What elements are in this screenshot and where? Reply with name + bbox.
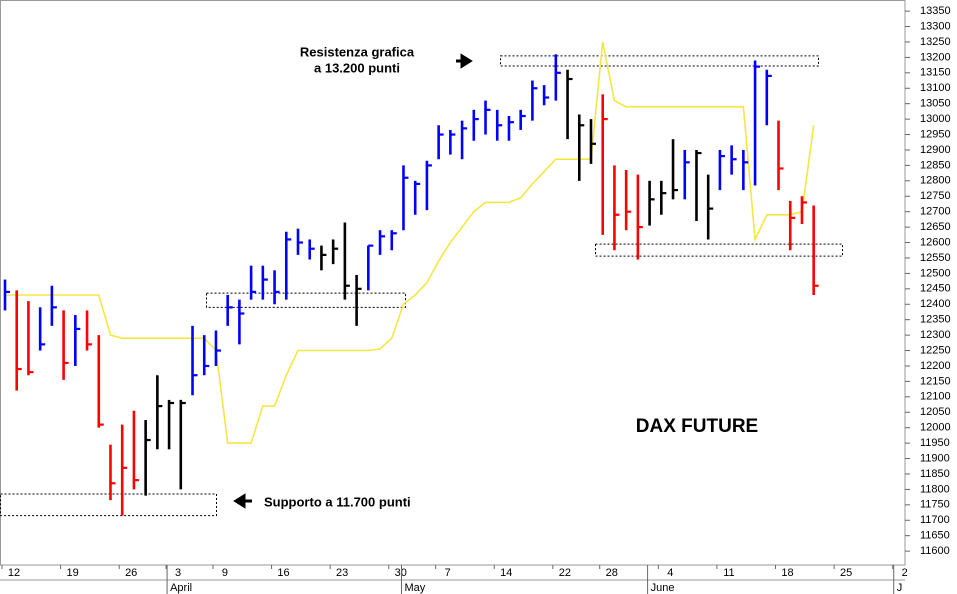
zone (595, 243, 843, 257)
y-tick-label: 11800 (920, 483, 950, 495)
line (5, 41, 815, 444)
x-tick-label: 26 (125, 567, 137, 579)
y-tick-label: 12900 (920, 144, 951, 156)
arrow (456, 53, 473, 69)
y-tick-label: 12250 (920, 344, 951, 356)
month-label: June (651, 582, 675, 594)
y-tick-label: 13100 (920, 82, 951, 94)
month-label: April (170, 582, 192, 594)
x-tick-label: 23 (336, 567, 348, 579)
y-tick-label: 12050 (920, 406, 951, 418)
y-tick-label: 12700 (920, 206, 951, 218)
y-tick-label: 12800 (920, 175, 951, 187)
y-tick-label: 13050 (920, 98, 951, 110)
y-tick-label: 11950 (920, 437, 950, 449)
y-tick-label: 11750 (920, 499, 950, 511)
x-tick-label: 9 (222, 567, 228, 579)
y-tick-label: 12750 (920, 190, 951, 202)
y-tick-label: 12550 (920, 252, 951, 264)
resistance-label: a 13.200 punti (314, 60, 400, 75)
arrow (233, 493, 252, 509)
y-tick-label: 13000 (920, 113, 951, 125)
x-tick-label: 16 (277, 567, 289, 579)
x-tick-label: 18 (781, 567, 793, 579)
y-tick-label: 13300 (920, 20, 951, 32)
x-tick-label: 28 (606, 567, 618, 579)
support-label: Supporto a 11.700 punti (264, 494, 411, 509)
y-tick-label: 12600 (920, 236, 951, 248)
x-tick-label: 3 (175, 567, 181, 579)
x-tick-label: 2 (902, 567, 908, 579)
y-tick-label: 12200 (920, 360, 951, 372)
y-tick-label: 11650 (920, 530, 950, 542)
month-label: May (404, 582, 425, 594)
y-tick-label: 13250 (920, 36, 951, 48)
y-tick-label: 12300 (920, 329, 951, 341)
y-tick-label: 12500 (920, 267, 951, 279)
y-tick-label: 12150 (920, 375, 951, 387)
chart-title: DAX FUTURE (636, 416, 758, 437)
zone (206, 292, 406, 308)
x-tick-label: 7 (445, 567, 451, 579)
y-tick-label: 13350 (920, 5, 951, 17)
y-tick-label: 11600 (920, 545, 950, 557)
y-tick-label: 11850 (920, 468, 950, 480)
resistance-label: Resistenza grafica (300, 44, 415, 59)
y-tick-label: 13200 (920, 51, 951, 63)
x-tick-label: 12 (8, 567, 20, 579)
zone (0, 493, 217, 517)
x-tick-label: 25 (840, 567, 852, 579)
y-tick-label: 11700 (920, 514, 950, 526)
y-tick-label: 12850 (920, 159, 951, 171)
x-tick-label: 14 (500, 567, 512, 579)
y-tick-label: 13150 (920, 67, 951, 79)
x-tick-label: 30 (395, 567, 407, 579)
x-tick-label: 22 (559, 567, 571, 579)
month-label: J (897, 582, 903, 594)
y-tick-label: 12350 (920, 314, 951, 326)
y-tick-label: 12650 (920, 221, 951, 233)
y-tick-label: 12000 (920, 422, 951, 434)
x-tick-label: 4 (667, 567, 673, 579)
y-tick-label: 12950 (920, 128, 951, 140)
y-tick-label: 12100 (920, 391, 951, 403)
y-tick-label: 12450 (920, 283, 951, 295)
x-tick-label: 11 (723, 567, 734, 579)
x-tick-label: 19 (66, 567, 78, 579)
y-tick-label: 12400 (920, 298, 951, 310)
y-tick-label: 11900 (920, 452, 950, 464)
